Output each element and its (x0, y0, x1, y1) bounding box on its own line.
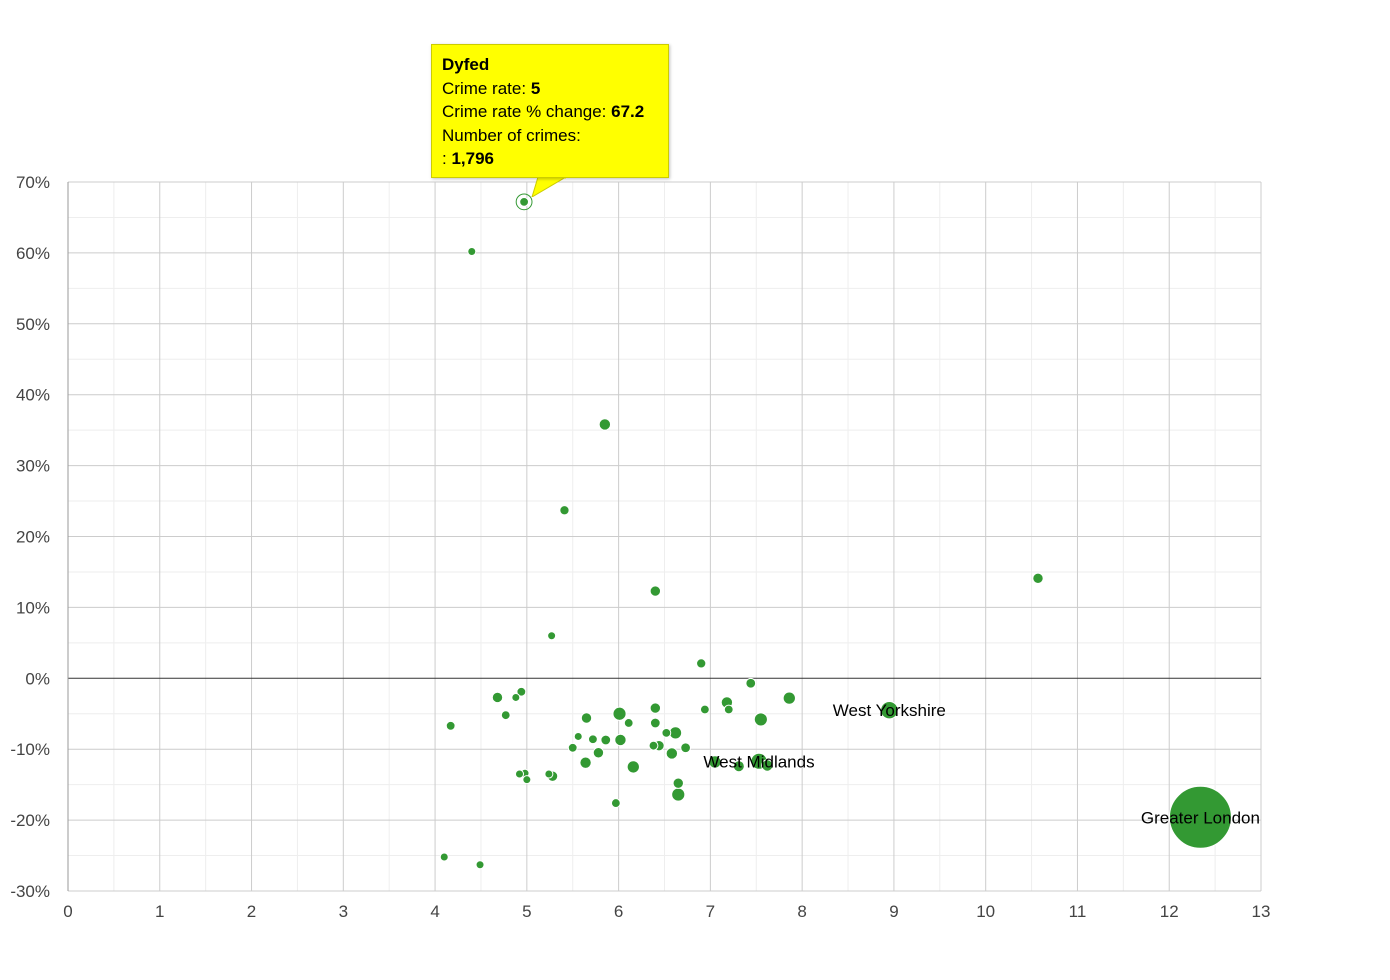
data-point[interactable] (491, 691, 504, 704)
x-tick-label: 10 (976, 902, 995, 921)
y-tick-label: 40% (16, 386, 50, 405)
data-point[interactable] (598, 418, 612, 431)
data-point[interactable] (567, 742, 578, 753)
data-point[interactable] (699, 704, 710, 715)
data-point[interactable] (623, 718, 634, 728)
data-point[interactable] (1168, 785, 1232, 849)
bubble-label: West Midlands (703, 752, 814, 771)
data-point[interactable] (614, 733, 627, 747)
x-tick-label: 13 (1252, 902, 1271, 921)
data-point[interactable] (514, 769, 525, 779)
data-point[interactable] (559, 505, 570, 516)
data-point[interactable] (782, 691, 796, 705)
x-tick-label: 6 (614, 902, 623, 921)
data-point[interactable] (665, 747, 679, 760)
data-point[interactable] (544, 769, 554, 779)
data-point[interactable] (579, 756, 592, 769)
x-tick-label: 4 (430, 902, 439, 921)
data-point[interactable] (588, 734, 598, 745)
tooltip: Dyfed Crime rate: 5 Crime rate % change:… (431, 44, 669, 178)
x-tick-label: 9 (889, 902, 898, 921)
x-tick-label: 11 (1069, 902, 1087, 921)
x-tick-label: 5 (522, 902, 531, 921)
data-point[interactable] (671, 787, 686, 802)
data-point[interactable] (600, 734, 612, 746)
x-tick-label: 7 (706, 902, 715, 921)
data-point[interactable] (648, 740, 659, 751)
bubble-label: West Yorkshire (833, 701, 946, 720)
data-point[interactable] (516, 686, 527, 697)
highlight-ring (515, 193, 533, 211)
data-point[interactable] (500, 710, 511, 721)
y-tick-label: 70% (16, 173, 50, 192)
y-tick-label: -30% (10, 882, 50, 901)
data-points (439, 193, 1232, 870)
data-point[interactable] (511, 692, 521, 702)
data-point[interactable] (723, 704, 734, 715)
data-point[interactable] (649, 702, 662, 714)
y-tick-label: 30% (16, 457, 50, 476)
data-point[interactable] (573, 731, 583, 741)
y-tick-label: 50% (16, 315, 50, 334)
data-point[interactable] (680, 742, 691, 754)
tooltip-crimes-prefix: : (442, 149, 447, 168)
data-point[interactable] (1032, 572, 1044, 585)
data-point[interactable] (445, 720, 456, 731)
grid (68, 181, 1262, 892)
y-tick-label: 60% (16, 244, 50, 263)
x-tick-label: 12 (1160, 902, 1179, 921)
data-point[interactable] (612, 706, 627, 721)
y-tick-label: 10% (16, 598, 50, 617)
data-point[interactable] (649, 717, 661, 729)
x-tick-label: 8 (797, 902, 806, 921)
data-point[interactable] (439, 852, 449, 862)
tooltip-change-value: 67.2 (611, 102, 645, 121)
data-point[interactable] (745, 677, 757, 689)
data-point[interactable] (649, 585, 662, 597)
bubble-labels: West Yorkshire West Midlands Greater Londo… (703, 701, 1260, 827)
x-tick-label: 1 (155, 902, 164, 921)
data-point[interactable] (592, 747, 605, 759)
data-point[interactable] (547, 631, 557, 641)
y-tick-label: -20% (10, 811, 50, 830)
tooltip-crimes-label: Number of crimes: (442, 125, 581, 145)
y-tick-label: 20% (16, 528, 50, 547)
y-tick-label: -10% (10, 740, 50, 759)
data-point[interactable] (672, 777, 684, 789)
tooltip-pointer (531, 177, 567, 197)
tooltip-title: Dyfed (442, 55, 490, 74)
data-point[interactable] (626, 760, 640, 774)
data-point[interactable] (580, 712, 593, 724)
data-point[interactable] (661, 727, 672, 738)
data-point[interactable] (732, 760, 745, 773)
data-point[interactable] (475, 860, 485, 870)
y-tick-label: 0% (25, 669, 50, 688)
bubble-label: Greater London (1141, 808, 1260, 827)
data-point[interactable] (610, 798, 621, 808)
x-tick-label: 2 (247, 902, 256, 921)
tooltip-change-label: Crime rate % change: (442, 102, 607, 121)
data-point[interactable] (708, 755, 722, 769)
data-point[interactable] (519, 196, 530, 207)
data-point[interactable] (467, 246, 477, 256)
data-point[interactable] (761, 759, 774, 772)
data-point[interactable] (880, 701, 899, 720)
data-point[interactable] (522, 775, 532, 785)
x-tick-label: 0 (63, 902, 72, 921)
data-point[interactable] (696, 658, 707, 669)
axes: 0 1 2 3 4 5 6 7 8 9 10 11 12 1370%60%50%40%30%20%10%0… (10, 173, 1270, 921)
tooltip-crimes-value: 1,796 (451, 149, 495, 168)
data-point[interactable] (753, 712, 768, 727)
tooltip-rate-value: 5 (530, 78, 541, 98)
tooltip-rate-label: Crime rate: (442, 78, 527, 98)
x-tick-label: 3 (339, 902, 348, 921)
